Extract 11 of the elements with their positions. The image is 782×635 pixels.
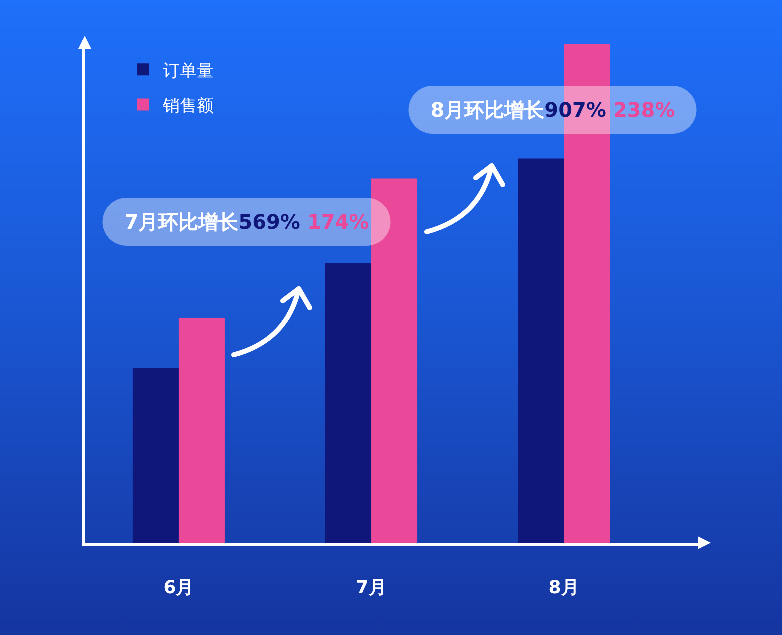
annotation: 174% <box>307 210 370 234</box>
x-tick-label: 8月 <box>548 578 580 599</box>
annotation: 569% <box>238 210 300 234</box>
legend-label: 销售额 <box>162 96 214 116</box>
x-tick-label: 7月 <box>356 578 387 599</box>
annotation: 8月环比增长 <box>430 98 545 122</box>
legend-label: 订单量 <box>163 61 214 82</box>
annotation: 7月环比增长 <box>124 210 239 234</box>
annotation: 238% <box>613 98 676 122</box>
annotation: 907% <box>544 98 606 122</box>
x-tick-label: 6月 <box>164 578 194 599</box>
